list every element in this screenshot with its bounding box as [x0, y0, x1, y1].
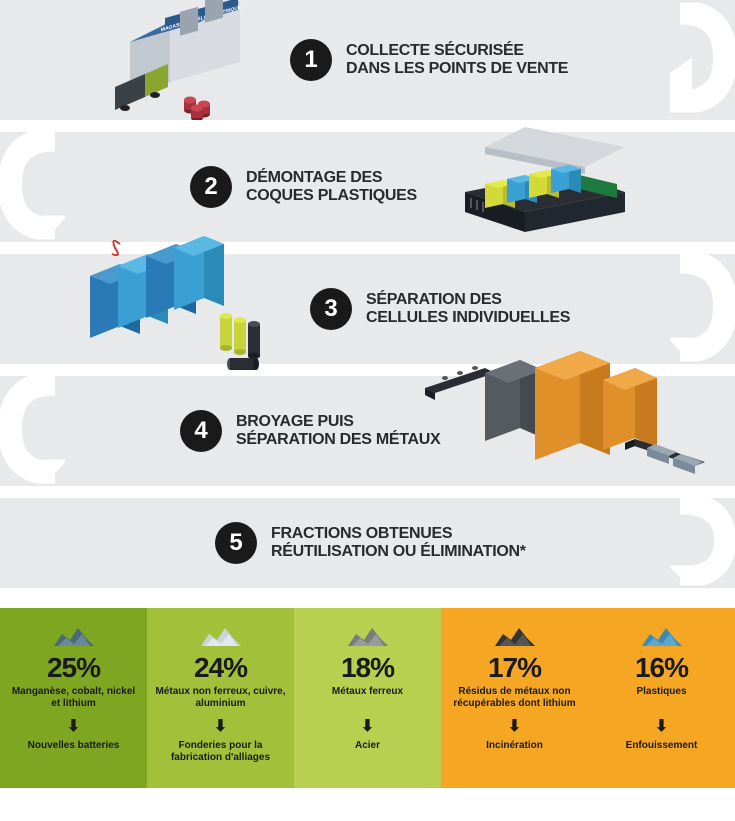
illus-store: MAGASIN DE VÉLO ÉLECTRIQUE: [110, 0, 280, 125]
flow-arrow-5: [670, 496, 735, 591]
fraction-dest-1: Fonderies pour la fabrication d'alliages: [153, 740, 288, 763]
step-line2-3: CELLULES INDIVIDUELLES: [366, 309, 570, 327]
step-text-5: FRACTIONS OBTENUES RÉUTILISATION OU ÉLIM…: [271, 525, 526, 562]
pile-icon-4: [632, 616, 692, 648]
step-num-5: 5: [229, 529, 242, 557]
fraction-material-2: Métaux ferreux: [332, 686, 403, 712]
step-row-4: 4 BROYAGE PUIS SÉPARATION DES MÉTAUX: [0, 376, 735, 486]
fraction-4: 16% Plastiques ⬇ Enfouissement: [588, 608, 735, 788]
step-row-1: MAGASIN DE VÉLO ÉLECTRIQUE 1 COLLECTE SÉ…: [0, 0, 735, 120]
fraction-2: 18% Métaux ferreux ⬇ Acier: [294, 608, 441, 788]
fraction-dest-2: Acier: [355, 740, 380, 752]
fraction-material-3: Résidus de métaux non récupérables dont …: [447, 686, 582, 712]
fraction-pct-1: 24%: [194, 652, 247, 684]
infographic-container: MAGASIN DE VÉLO ÉLECTRIQUE 1 COLLECTE SÉ…: [0, 0, 735, 788]
down-arrow-icon: ⬇: [655, 716, 668, 736]
fraction-3: 17% Résidus de métaux non récupérables d…: [441, 608, 588, 788]
step-text-2: DÉMONTAGE DES COQUES PLASTIQUES: [246, 169, 417, 206]
pile-icon-1: [191, 616, 251, 648]
pile-icon-2: [338, 616, 398, 648]
step-line2-4: SÉPARATION DES MÉTAUX: [236, 431, 440, 449]
step-badge-3: 3: [310, 288, 352, 330]
step-line1-4: BROYAGE PUIS: [236, 413, 440, 431]
down-arrow-icon: ⬇: [361, 716, 374, 736]
step-num-1: 1: [304, 46, 317, 74]
step-line1-1: COLLECTE SÉCURISÉE: [346, 42, 568, 60]
fraction-pct-4: 16%: [635, 652, 688, 684]
fraction-material-1: Métaux non ferreux, cuivre, aluminium: [153, 686, 288, 712]
fractions-row: 25% Manganèse, cobalt, nickel et lithium…: [0, 608, 735, 788]
pile-icon-3: [485, 616, 545, 648]
flow-arrow-4: [0, 374, 65, 489]
fraction-dest-4: Enfouissement: [626, 740, 698, 752]
flow-arrow-1: [670, 3, 735, 118]
fraction-0: 25% Manganèse, cobalt, nickel et lithium…: [0, 608, 147, 788]
step-row-5: 5 FRACTIONS OBTENUES RÉUTILISATION OU ÉL…: [0, 498, 735, 588]
step-line1-3: SÉPARATION DES: [366, 291, 570, 309]
down-arrow-icon: ⬇: [214, 716, 227, 736]
fraction-material-4: Plastiques: [636, 686, 686, 712]
step-line1-2: DÉMONTAGE DES: [246, 169, 417, 187]
step-badge-1: 1: [290, 39, 332, 81]
fraction-pct-0: 25%: [47, 652, 100, 684]
step-line2-1: DANS LES POINTS DE VENTE: [346, 60, 568, 78]
step-line1-5: FRACTIONS OBTENUES: [271, 525, 526, 543]
step-line2-5: RÉUTILISATION OU ÉLIMINATION*: [271, 543, 526, 561]
step-badge-2: 2: [190, 166, 232, 208]
fraction-pct-2: 18%: [341, 652, 394, 684]
fraction-1: 24% Métaux non ferreux, cuivre, aluminiu…: [147, 608, 294, 788]
step-num-3: 3: [324, 295, 337, 323]
illus-case: [445, 122, 645, 247]
fraction-dest-0: Nouvelles batteries: [28, 740, 120, 752]
step-badge-4: 4: [180, 410, 222, 452]
step-text-1: COLLECTE SÉCURISÉE DANS LES POINTS DE VE…: [346, 42, 568, 79]
illus-cells: [70, 236, 300, 381]
fraction-pct-3: 17%: [488, 652, 541, 684]
step-line2-2: COQUES PLASTIQUES: [246, 187, 417, 205]
step-text-4: BROYAGE PUIS SÉPARATION DES MÉTAUX: [236, 413, 440, 450]
fraction-dest-3: Incinération: [486, 740, 543, 752]
fraction-material-0: Manganèse, cobalt, nickel et lithium: [6, 686, 141, 712]
step-num-4: 4: [194, 417, 207, 445]
step-row-2: 2 DÉMONTAGE DES COQUES PLASTIQUES: [0, 132, 735, 242]
pile-icon-0: [44, 616, 104, 648]
step-text-3: SÉPARATION DES CELLULES INDIVIDUELLES: [366, 291, 570, 328]
down-arrow-icon: ⬇: [67, 716, 80, 736]
down-arrow-icon: ⬇: [508, 716, 521, 736]
flow-arrow-2: [0, 130, 65, 245]
step-num-2: 2: [204, 173, 217, 201]
step-badge-5: 5: [215, 522, 257, 564]
illus-machine: [425, 348, 715, 503]
